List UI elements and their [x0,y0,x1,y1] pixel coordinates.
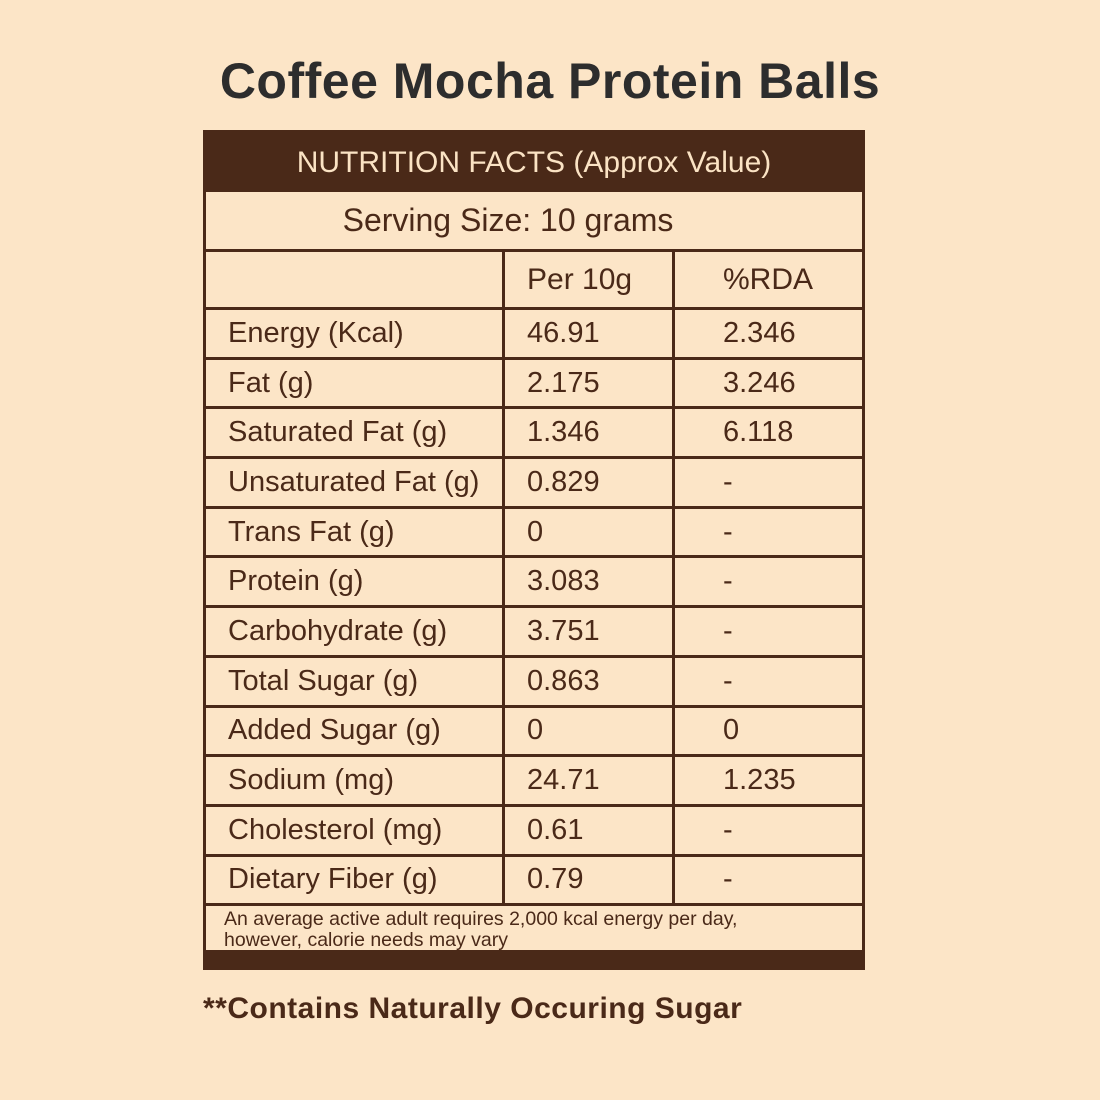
value-per10g: 1.346 [502,409,672,457]
value-per10g: 0.61 [502,806,672,854]
value-per10g: 3.083 [502,558,672,606]
calorie-disclaimer-line1: An average active adult requires 2,000 k… [224,908,738,931]
value-rda: - [672,508,862,556]
table-row: Sodium (mg) 24.71 1.235 [206,757,862,807]
table-row: Added Sugar (g) 0 0 [206,707,862,758]
row-label: Cholesterol (mg) [228,813,443,846]
table-row: Total Sugar (g) 0.863 - [206,657,862,708]
table-row: Trans Fat (g) 0 - [206,508,862,559]
row-label: Total Sugar (g) [228,664,419,697]
row-label: Unsaturated Fat (g) [228,465,480,498]
value-rda: - [672,856,862,904]
sugar-footnote: **Contains Naturally Occuring Sugar [203,992,743,1025]
table-row: Carbohydrate (g) 3.751 - [206,608,862,658]
value-rda: 3.246 [672,359,862,407]
row-label: Energy (Kcal) [228,316,404,349]
table-title-bar: NUTRITION FACTS (Approx Value) [206,133,862,192]
table-row: Fat (g) 2.175 3.246 [206,359,862,410]
serving-size-text: Serving Size: 10 grams [342,202,674,238]
row-label: Sodium (mg) [228,764,394,797]
value-rda: 2.346 [672,310,862,357]
value-rda: - [672,459,862,506]
value-per10g: 2.175 [502,359,672,407]
row-label: Added Sugar (g) [228,714,441,747]
value-rda: 1.235 [672,757,862,804]
value-rda: 0 [672,707,862,755]
column-header-rda: %RDA [672,252,862,307]
table-row: Unsaturated Fat (g) 0.829 - [206,459,862,509]
row-label: Saturated Fat (g) [228,416,448,449]
column-header-blank [206,252,502,307]
value-per10g: 0.863 [502,657,672,705]
value-rda: - [672,608,862,655]
nutrition-facts-table: NUTRITION FACTS (Approx Value) Serving S… [203,130,865,971]
row-label: Trans Fat (g) [228,515,395,548]
row-label: Dietary Fiber (g) [228,863,438,896]
value-rda: 6.118 [672,409,862,457]
page-title: Coffee Mocha Protein Balls [219,53,881,109]
value-per10g: 0.829 [502,459,672,506]
column-header-per10g: Per 10g [502,252,672,307]
calorie-disclaimer-line2: however, calorie needs may vary [224,929,508,952]
table-row: Dietary Fiber (g) 0.79 - [206,856,862,907]
serving-size-row: Serving Size: 10 grams [206,192,862,252]
value-rda: - [672,657,862,705]
column-header-row: Per 10g %RDA [206,252,862,310]
value-per10g: 0 [502,707,672,755]
row-label: Carbohydrate (g) [228,614,448,647]
value-per10g: 46.91 [502,310,672,357]
value-per10g: 3.751 [502,608,672,655]
value-rda: - [672,806,862,854]
value-rda: - [672,558,862,606]
calorie-disclaimer: An average active adult requires 2,000 k… [206,906,862,954]
table-row: Cholesterol (mg) 0.61 - [206,806,862,857]
row-label: Protein (g) [228,565,364,598]
row-label: Fat (g) [228,366,314,399]
value-per10g: 0 [502,508,672,556]
table-row: Energy (Kcal) 46.91 2.346 [206,310,862,360]
value-per10g: 0.79 [502,856,672,904]
table-row: Protein (g) 3.083 - [206,558,862,609]
value-per10g: 24.71 [502,757,672,804]
table-bottom-bar [206,953,862,968]
table-title: NUTRITION FACTS (Approx Value) [296,145,772,179]
table-row: Saturated Fat (g) 1.346 6.118 [206,409,862,460]
